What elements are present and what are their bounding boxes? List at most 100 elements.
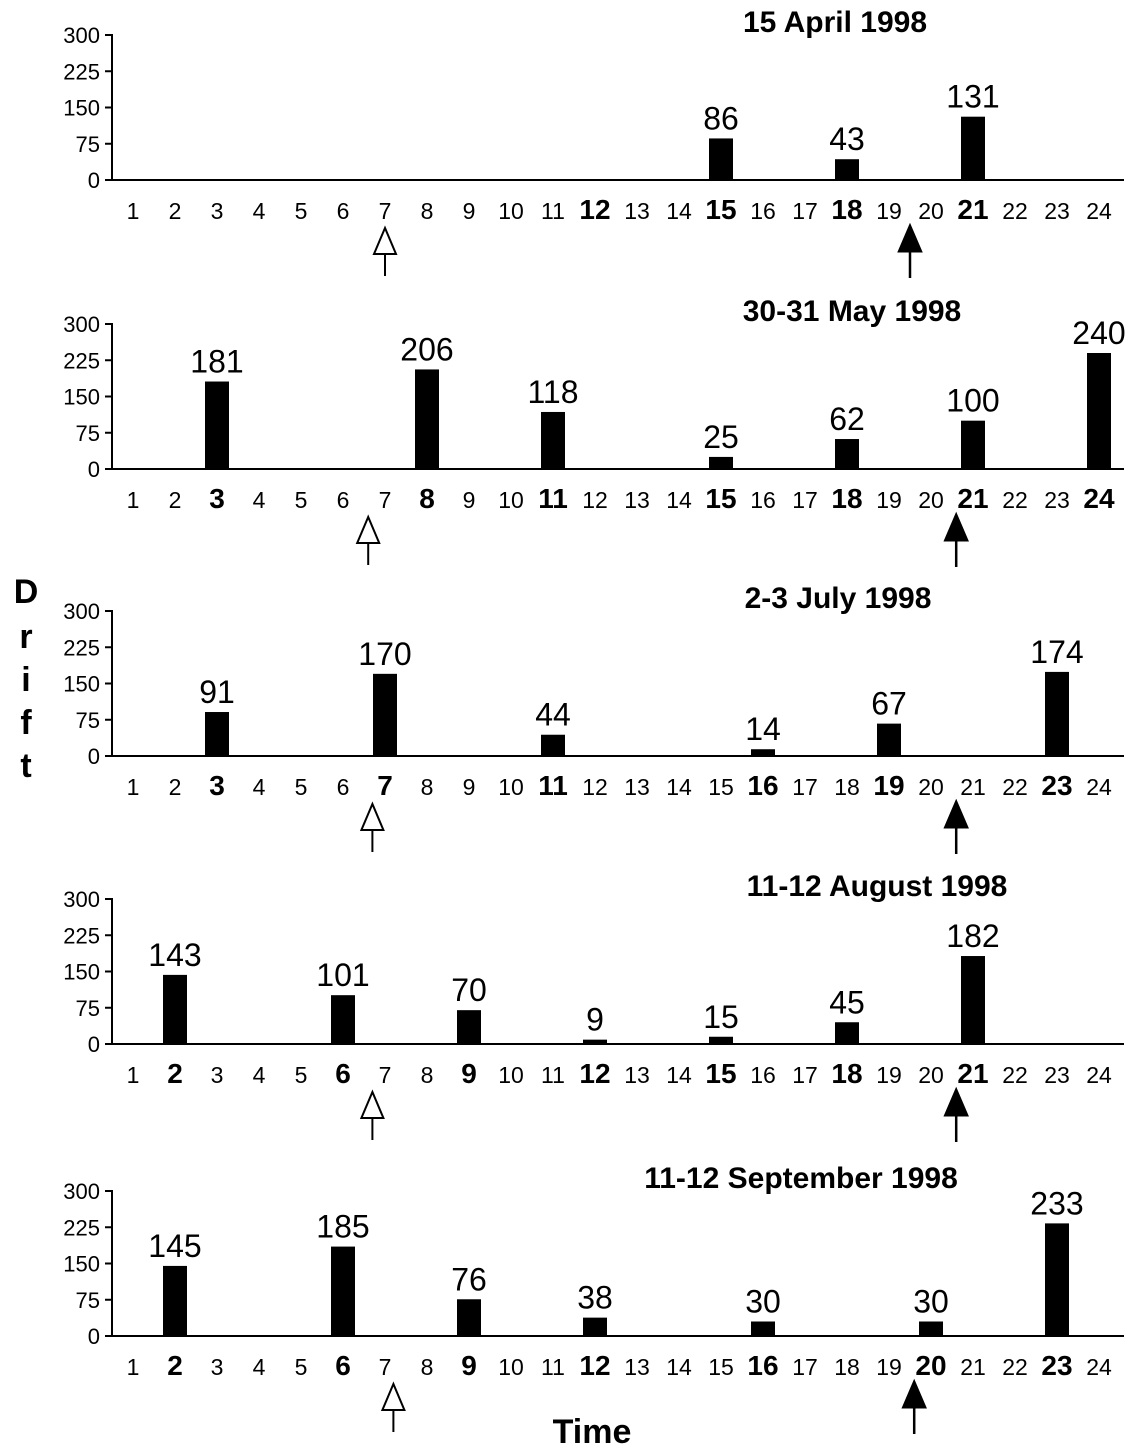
x-tick-label: 10 <box>498 1062 524 1088</box>
x-tick-label: 15 <box>708 1354 734 1380</box>
bar <box>163 974 187 1044</box>
bar-value-label: 131 <box>946 79 999 115</box>
x-tick-label: 24 <box>1086 1354 1112 1380</box>
y-tick-label: 300 <box>63 23 100 48</box>
filled-arrow-icon <box>943 798 969 829</box>
bar <box>751 749 775 756</box>
x-tick-label: 4 <box>253 487 266 513</box>
y-axis-label-letter: f <box>20 704 32 742</box>
x-tick-label: 20 <box>918 487 944 513</box>
x-tick-label: 17 <box>792 774 818 800</box>
bar <box>457 1299 481 1336</box>
bar <box>1045 671 1069 756</box>
x-tick-label: 2 <box>169 487 182 513</box>
bar <box>1045 1223 1069 1336</box>
x-tick-label: 8 <box>421 198 434 224</box>
y-tick-label: 75 <box>76 132 100 157</box>
open-arrow-icon <box>380 1381 406 1411</box>
bar <box>457 1010 481 1044</box>
bar-value-label: 30 <box>913 1284 949 1320</box>
bar-value-label: 240 <box>1072 315 1125 351</box>
y-axis-label-letter: D <box>14 573 39 611</box>
x-tick-label: 3 <box>211 1062 224 1088</box>
bar-value-label: 143 <box>148 937 201 973</box>
bar <box>751 1321 775 1336</box>
filled-arrow-icon <box>943 511 969 542</box>
x-tick-label: 5 <box>295 1354 308 1380</box>
x-tick-label: 1 <box>127 198 140 224</box>
x-tick-label: 4 <box>253 774 266 800</box>
bar-value-label: 45 <box>829 984 865 1020</box>
bar <box>961 420 985 469</box>
x-tick-label: 8 <box>421 1062 434 1088</box>
bar <box>163 1265 187 1336</box>
x-tick-label: 24 <box>1086 1062 1112 1088</box>
y-tick-label: 300 <box>63 312 100 337</box>
y-tick-label: 150 <box>63 960 100 985</box>
x-tick-label: 13 <box>624 198 650 224</box>
x-tick-label: 11 <box>541 1354 565 1380</box>
x-tick-label: 1 <box>127 487 140 513</box>
x-tick-label: 15 <box>708 774 734 800</box>
x-tick-label: 10 <box>498 487 524 513</box>
x-tick-label: 13 <box>624 1354 650 1380</box>
x-tick-label: 6 <box>337 198 350 224</box>
y-tick-label: 225 <box>63 348 100 373</box>
x-tick-label: 20 <box>918 774 944 800</box>
x-tick-label: 16 <box>750 198 776 224</box>
y-axis-label-letter: r <box>19 618 32 656</box>
x-tick-label: 14 <box>666 1062 692 1088</box>
x-tick-label: 21 <box>957 1058 988 1089</box>
filled-arrow-icon <box>901 1378 927 1409</box>
bar <box>835 159 859 180</box>
x-tick-label: 11 <box>541 1062 565 1088</box>
y-tick-label: 225 <box>63 923 100 948</box>
x-tick-label: 17 <box>792 1062 818 1088</box>
x-tick-label: 16 <box>747 770 778 801</box>
bar-value-label: 118 <box>527 374 578 410</box>
bar <box>835 439 859 469</box>
x-tick-label: 6 <box>337 774 350 800</box>
bar <box>709 1036 733 1044</box>
x-tick-label: 21 <box>957 194 988 225</box>
x-tick-label: 15 <box>705 1058 736 1089</box>
x-tick-label: 18 <box>831 483 862 514</box>
x-tick-label: 23 <box>1044 198 1070 224</box>
bar-value-label: 101 <box>316 957 369 993</box>
x-tick-label: 15 <box>705 483 736 514</box>
x-tick-label: 9 <box>463 774 476 800</box>
x-tick-label: 23 <box>1044 1062 1070 1088</box>
x-tick-label: 17 <box>792 487 818 513</box>
x-tick-label: 19 <box>876 198 902 224</box>
x-tick-label: 12 <box>579 194 610 225</box>
y-tick-label: 225 <box>63 59 100 84</box>
chart-title: 30-31 May 1998 <box>743 295 962 328</box>
chart-title: 2-3 July 1998 <box>745 582 932 615</box>
x-tick-label: 12 <box>579 1350 610 1381</box>
x-tick-label: 4 <box>253 1062 266 1088</box>
bar-value-label: 38 <box>577 1280 613 1316</box>
bar-value-label: 86 <box>703 100 739 136</box>
x-tick-label: 22 <box>1002 487 1028 513</box>
x-tick-label: 19 <box>876 1354 902 1380</box>
x-tick-label: 14 <box>666 487 692 513</box>
bar <box>709 456 733 469</box>
bar-value-label: 182 <box>946 918 999 954</box>
x-tick-label: 10 <box>498 1354 524 1380</box>
y-tick-label: 75 <box>76 421 100 446</box>
bar-value-label: 145 <box>148 1228 201 1264</box>
bar-value-label: 30 <box>745 1284 781 1320</box>
bar-value-label: 14 <box>745 711 781 747</box>
y-tick-label: 0 <box>88 1032 100 1057</box>
bar <box>583 1317 607 1336</box>
chart-title: 15 April 1998 <box>743 6 927 39</box>
bar <box>541 411 565 469</box>
x-tick-label: 18 <box>834 1354 860 1380</box>
open-arrow-icon <box>359 1089 385 1119</box>
x-tick-label: 17 <box>792 198 818 224</box>
bar <box>709 138 733 180</box>
x-tick-label: 2 <box>167 1350 183 1381</box>
